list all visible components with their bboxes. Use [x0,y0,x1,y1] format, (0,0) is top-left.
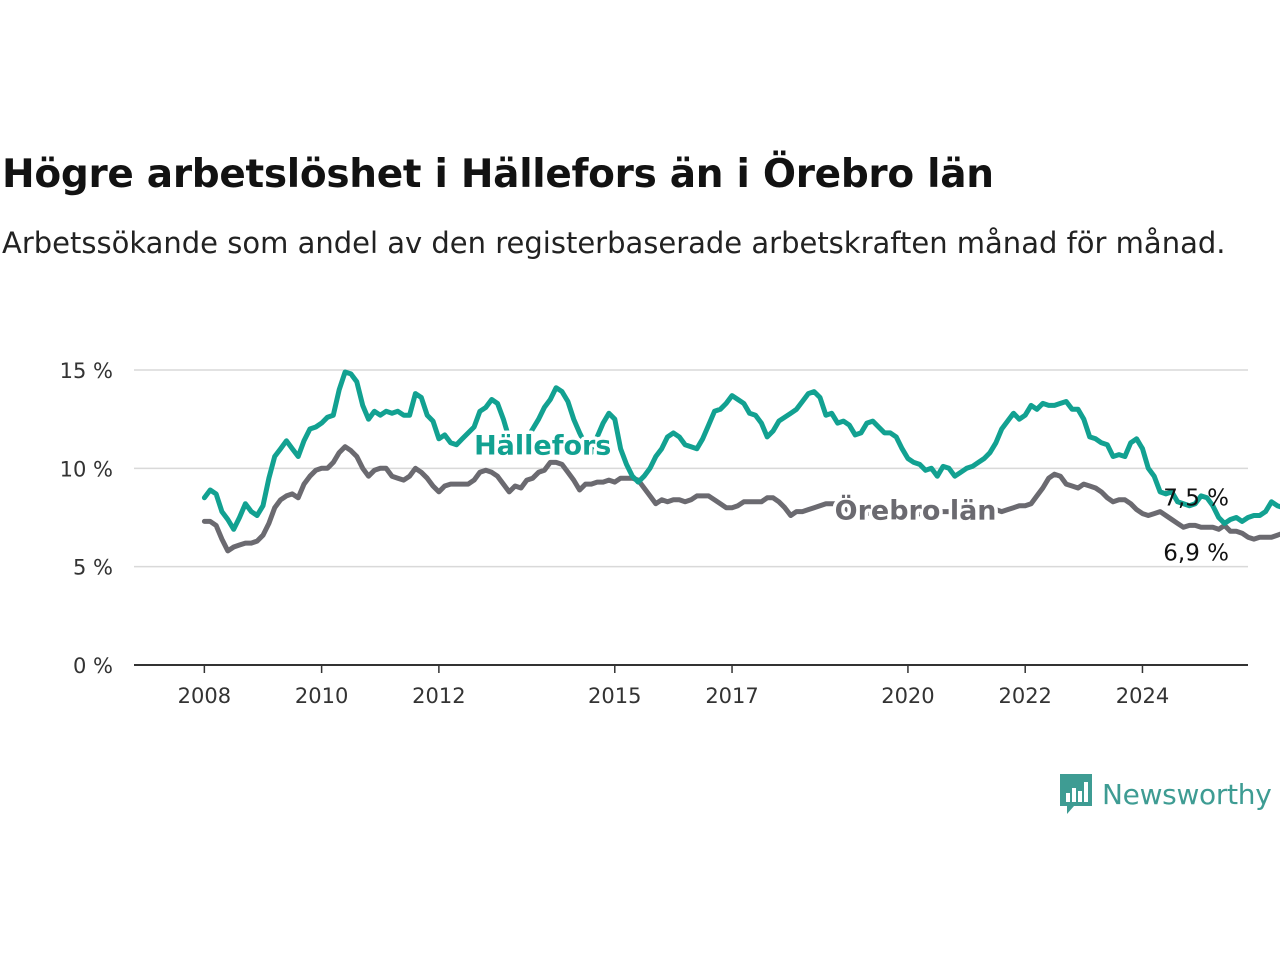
series-line-hallefors [201,369,1280,532]
series-label-orebro-lan-halo: Örebro län [835,493,997,526]
y-tick-label: 15 % [60,359,113,383]
y-tick-label: 5 % [73,556,113,580]
series-lines [201,369,1280,554]
gridlines [134,369,1248,568]
x-tick-label: 2017 [705,684,758,708]
x-tick-label: 2022 [998,684,1051,708]
chart-subtitle: Arbetssökande som andel av den registerb… [2,226,1226,260]
x-tick-label: 2015 [588,684,641,708]
series-label-orebro-lan: Örebro län [835,493,997,526]
axes: 0 % 5 % 10 % 15 % 2008 2010 2012 2015 2017 2020 20… [60,359,1248,708]
end-value-orebro-lan: 6,9 % [1163,540,1229,566]
series-label-hallefors: Hällefors [474,431,611,462]
series-line-orebro-lan [201,444,1280,554]
newsworthy-logo[interactable]: Newsworthy [1058,772,1272,816]
end-value-hallefors: 7,5 % [1163,486,1229,512]
x-tick-label: 2010 [295,684,348,708]
brand-name: Newsworthy [1102,777,1272,811]
newsworthy-logo-icon [1060,774,1092,814]
x-tick-label: 2012 [412,684,465,708]
chart-title: Högre arbetslöshet i Hällefors än i Öreb… [2,152,994,197]
y-tick-label: 10 % [60,457,113,481]
x-tick-label: 2024 [1116,684,1169,708]
y-tick-label: 0 % [73,654,113,678]
x-tick-label: 2008 [178,684,231,708]
series-label-hallefors-halo: Hällefors [474,431,611,462]
x-tick-label: 2020 [881,684,934,708]
line-chart: 0 % 5 % 10 % 15 % 2008 2010 2012 2015 2017 2020 20… [60,359,1280,708]
